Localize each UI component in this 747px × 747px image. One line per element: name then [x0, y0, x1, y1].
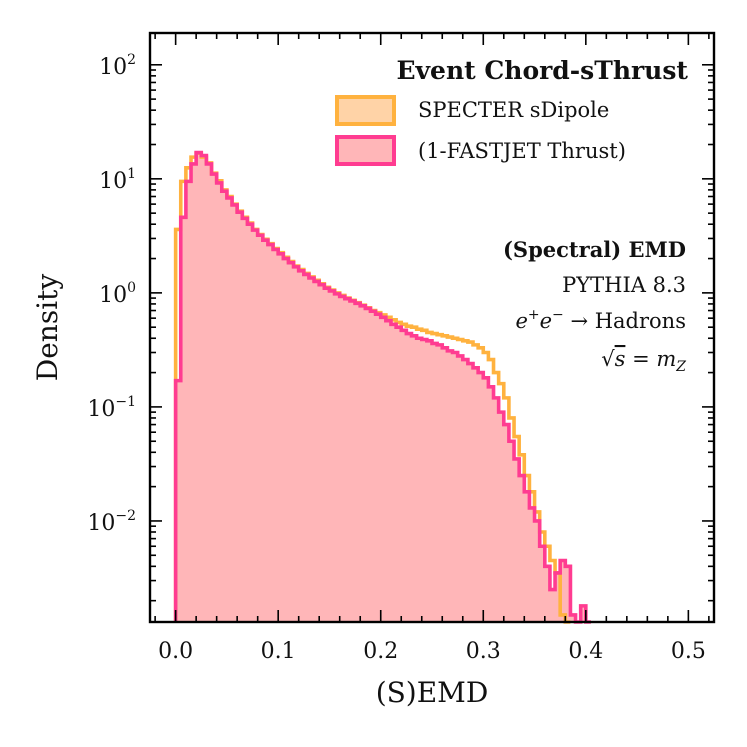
y-tick-label: 10−1: [87, 394, 136, 422]
legend: Event Chord-sThrust SPECTER sDipole (1-F…: [335, 56, 688, 166]
y-tick-label: 100: [99, 280, 136, 308]
x-tick-labels: 0.0 0.1 0.2 0.3 0.4 0.5: [158, 639, 706, 664]
y-tick-label: 101: [99, 166, 136, 194]
x-tick-label: 0.1: [261, 639, 296, 664]
x-tick-label: 0.5: [671, 639, 706, 664]
legend-title: Event Chord-sThrust: [396, 56, 688, 85]
x-tick-label: 0.2: [363, 639, 398, 664]
plot-frame: [148, 31, 716, 624]
annotation-generator: PYTHIA 8.3: [562, 273, 686, 297]
fill-area: [175, 152, 591, 623]
series-line-1: [173, 150, 591, 624]
filled-distribution-area: [175, 152, 591, 623]
legend-label-fastjet: (1-FASTJET Thrust): [418, 139, 626, 163]
x-tick-label: 0.3: [466, 639, 501, 664]
x-tick-label: 0.0: [158, 639, 193, 664]
y-tick-labels: 10−2 10−1 100 101 102: [87, 52, 136, 536]
legend-label-specter: SPECTER sDipole: [418, 98, 609, 122]
annotation-title: (Spectral) EMD: [503, 237, 686, 262]
legend-swatch-specter: [335, 95, 396, 126]
annotation-block: (Spectral) EMD PYTHIA 8.3 e+e− → Hadrons…: [503, 237, 686, 375]
y-tick-label: 102: [99, 52, 136, 80]
annotation-process: e+e− → Hadrons: [515, 307, 686, 333]
legend-swatch-fastjet: [335, 135, 396, 166]
y-tick-label: 10−2: [87, 508, 136, 536]
y-axis-title: Density: [31, 274, 64, 382]
x-axis-title: (S)EMD: [376, 676, 489, 709]
annotation-energy: √s = mZ: [601, 347, 686, 375]
x-tick-label: 0.4: [568, 639, 603, 664]
step-series-layer: [173, 150, 591, 624]
